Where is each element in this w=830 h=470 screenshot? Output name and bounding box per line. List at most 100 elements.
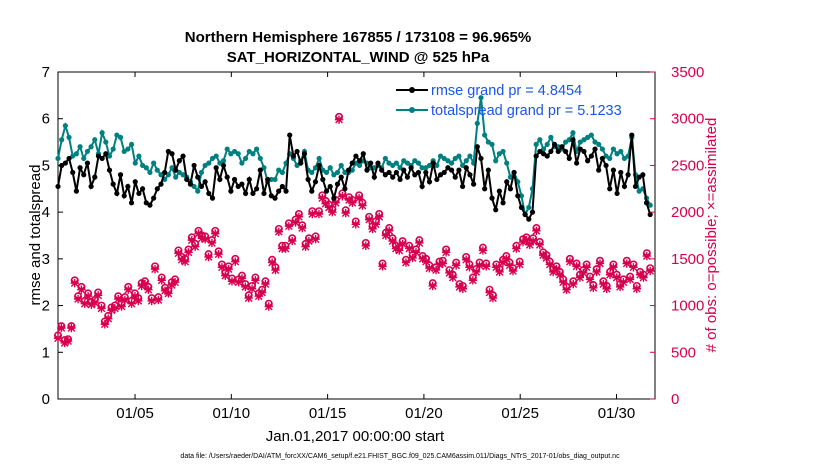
rmse-point <box>125 183 131 190</box>
obs-assimilated-marker <box>385 226 394 236</box>
obs-assimilated-marker <box>53 334 63 343</box>
rmse-point <box>276 188 282 194</box>
obs-assimilated-marker <box>609 263 618 272</box>
obs-assimilated-marker <box>274 227 284 236</box>
obs-assimilated-marker <box>381 231 391 240</box>
obs-assimilated-marker <box>522 235 531 245</box>
totalspread-point <box>448 160 455 166</box>
footnote: data file: /Users/raeder/DAI/ATM_forcXX/… <box>180 453 620 460</box>
rmse-point <box>84 160 91 166</box>
rmse-point <box>643 200 650 206</box>
obs-assimilated-marker <box>190 242 200 251</box>
obs-assimilated-marker <box>211 229 220 238</box>
rmse-point <box>603 162 609 169</box>
totalspread-point <box>151 160 157 166</box>
totalspread-point <box>566 137 572 143</box>
obs-assimilated-marker <box>441 248 451 257</box>
rmse-point <box>456 167 462 173</box>
obs-assimilated-marker <box>408 253 417 263</box>
rmse-point <box>463 165 469 171</box>
obs-assimilated-marker <box>338 192 347 201</box>
obs-assimilated-marker <box>619 278 628 287</box>
totalspread-point <box>419 165 425 171</box>
obs-assimilated-marker <box>103 314 113 323</box>
totalspread-point <box>327 165 333 171</box>
obs-assimilated-marker <box>244 293 253 303</box>
rmse-point <box>290 153 297 159</box>
obs-assimilated-marker <box>247 284 257 293</box>
totalspread-point <box>618 148 624 155</box>
totalspread-point <box>220 158 227 164</box>
obs-assimilated-marker <box>177 255 186 264</box>
rmse-point <box>357 158 363 164</box>
obs-assimilated-marker <box>575 273 585 282</box>
rmse-point <box>147 202 153 208</box>
rmse-point <box>114 190 120 197</box>
rmse-point <box>533 153 539 159</box>
totalspread-point <box>415 160 422 166</box>
obs-assimilated-marker <box>602 284 611 293</box>
obs-assimilated-marker <box>562 285 571 294</box>
totalspread-point <box>81 155 87 162</box>
rmse-point <box>301 151 308 157</box>
rmse-point <box>390 174 396 180</box>
obs-assimilated-marker <box>639 273 648 282</box>
x-tick-label: 01/15 <box>309 405 347 422</box>
obs-assimilated-marker <box>421 257 431 266</box>
obs-assimilated-marker <box>435 260 444 269</box>
totalspread-point <box>257 155 263 162</box>
obs-assimilated-marker <box>592 267 601 277</box>
totalspread-point <box>504 160 510 166</box>
totalspread-point <box>544 141 550 148</box>
rmse-point <box>526 216 532 222</box>
obs-assimilated-marker <box>545 260 555 269</box>
totalspread-point <box>73 151 79 157</box>
obs-assimilated-marker <box>391 244 401 253</box>
totalspread-point <box>382 155 388 162</box>
totalspread-point <box>125 146 131 152</box>
rmse-point <box>305 176 311 183</box>
rmse-point <box>397 176 403 183</box>
totalspread-point <box>456 153 462 159</box>
rmse-point <box>279 183 285 190</box>
obs-assimilated-marker <box>585 275 595 284</box>
obs-assimilated-marker <box>117 302 126 311</box>
totalspread-point <box>103 139 109 145</box>
obs-assimilated-marker <box>425 264 434 273</box>
obs-assimilated-marker <box>194 229 203 238</box>
obs-assimilated-marker <box>595 259 605 268</box>
obs-assimilated-marker <box>264 302 273 311</box>
obs-assimilated-marker <box>201 235 210 244</box>
rmse-point <box>618 169 624 176</box>
totalspread-point <box>213 153 219 159</box>
totalspread-point <box>474 120 480 126</box>
x-tick-label: 01/20 <box>405 405 443 422</box>
rmse-point <box>485 167 491 173</box>
obs-assimilated-marker <box>154 295 163 305</box>
obs-assimilated-marker <box>645 266 655 276</box>
rmse-point <box>294 148 300 155</box>
obs-assimilated-marker <box>358 201 367 210</box>
obs-assimilated-marker <box>298 223 307 233</box>
totalspread-point <box>272 176 278 183</box>
obs-assimilated-marker <box>354 193 364 203</box>
obs-assimilated-marker <box>314 209 324 219</box>
rmse-point <box>250 190 256 197</box>
y-axis-right-label: # of obs: o=possible; ×=assimilated <box>703 118 720 353</box>
rmse-point <box>386 169 392 176</box>
totalspread-point <box>357 162 363 169</box>
obs-assimilated-marker <box>147 296 156 306</box>
obs-assimilated-marker <box>140 279 150 289</box>
rmse-point <box>596 167 602 173</box>
obs-assimilated-marker <box>478 246 488 255</box>
y-tick-label: 5 <box>42 157 50 174</box>
rmse-point <box>482 186 488 192</box>
obs-assimilated-marker <box>324 203 334 212</box>
rmse-point <box>452 174 458 180</box>
rmse-point <box>621 183 628 190</box>
rmse-point <box>217 176 223 183</box>
obs-assimilated-marker <box>107 306 116 315</box>
totalspread-point <box>250 151 256 157</box>
rmse-point <box>184 176 190 183</box>
